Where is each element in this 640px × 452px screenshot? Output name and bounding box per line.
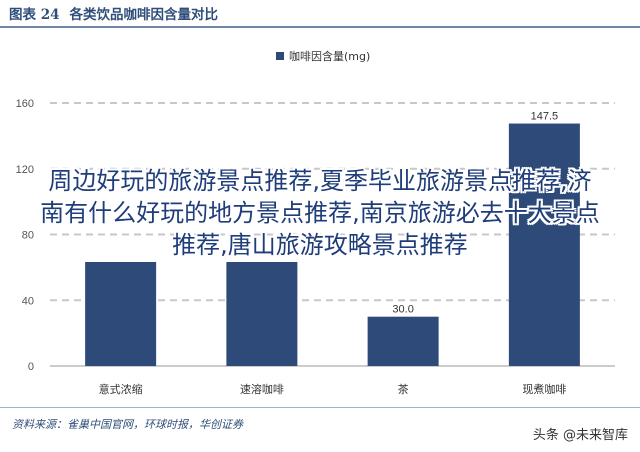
figure-footer: 资料来源：雀巢中国官网，环球时报，华创证券 头条 @未来智库 xyxy=(0,407,640,452)
bar xyxy=(367,316,439,366)
y-tick-label: 80 xyxy=(22,230,34,242)
figure-number: 图表 24 xyxy=(9,7,60,23)
bar xyxy=(508,123,580,366)
category-label: 速溶咖啡 xyxy=(240,382,284,396)
overlay-caption: 周边好玩的旅游景点推荐,夏季毕业旅游景点推荐,济南有什么好玩的地方景点推荐,南京… xyxy=(40,167,600,259)
figure-title: 各类饮品咖啡因含量对比 xyxy=(69,7,219,23)
figure-header: 图表 24 各类饮品咖啡因含量对比 xyxy=(0,0,640,28)
y-tick-label: 160 xyxy=(16,98,34,110)
legend-swatch xyxy=(276,52,284,60)
y-tick-label: 120 xyxy=(16,164,34,176)
bar xyxy=(85,262,157,366)
bar xyxy=(226,262,298,366)
data-label: 30.0 xyxy=(392,304,413,316)
category-label: 现煮咖啡 xyxy=(522,382,566,396)
legend-label: 咖啡因含量(mg) xyxy=(289,49,370,63)
y-tick-label: 0 xyxy=(28,361,34,373)
category-label: 意式浓缩 xyxy=(99,382,143,396)
category-label: 茶 xyxy=(398,383,409,396)
y-tick-label: 40 xyxy=(22,295,34,307)
data-label: 147.5 xyxy=(531,111,559,123)
watermark: 头条 @未来智库 xyxy=(532,428,628,443)
source-note: 资料来源：雀巢中国官网，环球时报，华创证券 xyxy=(12,418,243,431)
